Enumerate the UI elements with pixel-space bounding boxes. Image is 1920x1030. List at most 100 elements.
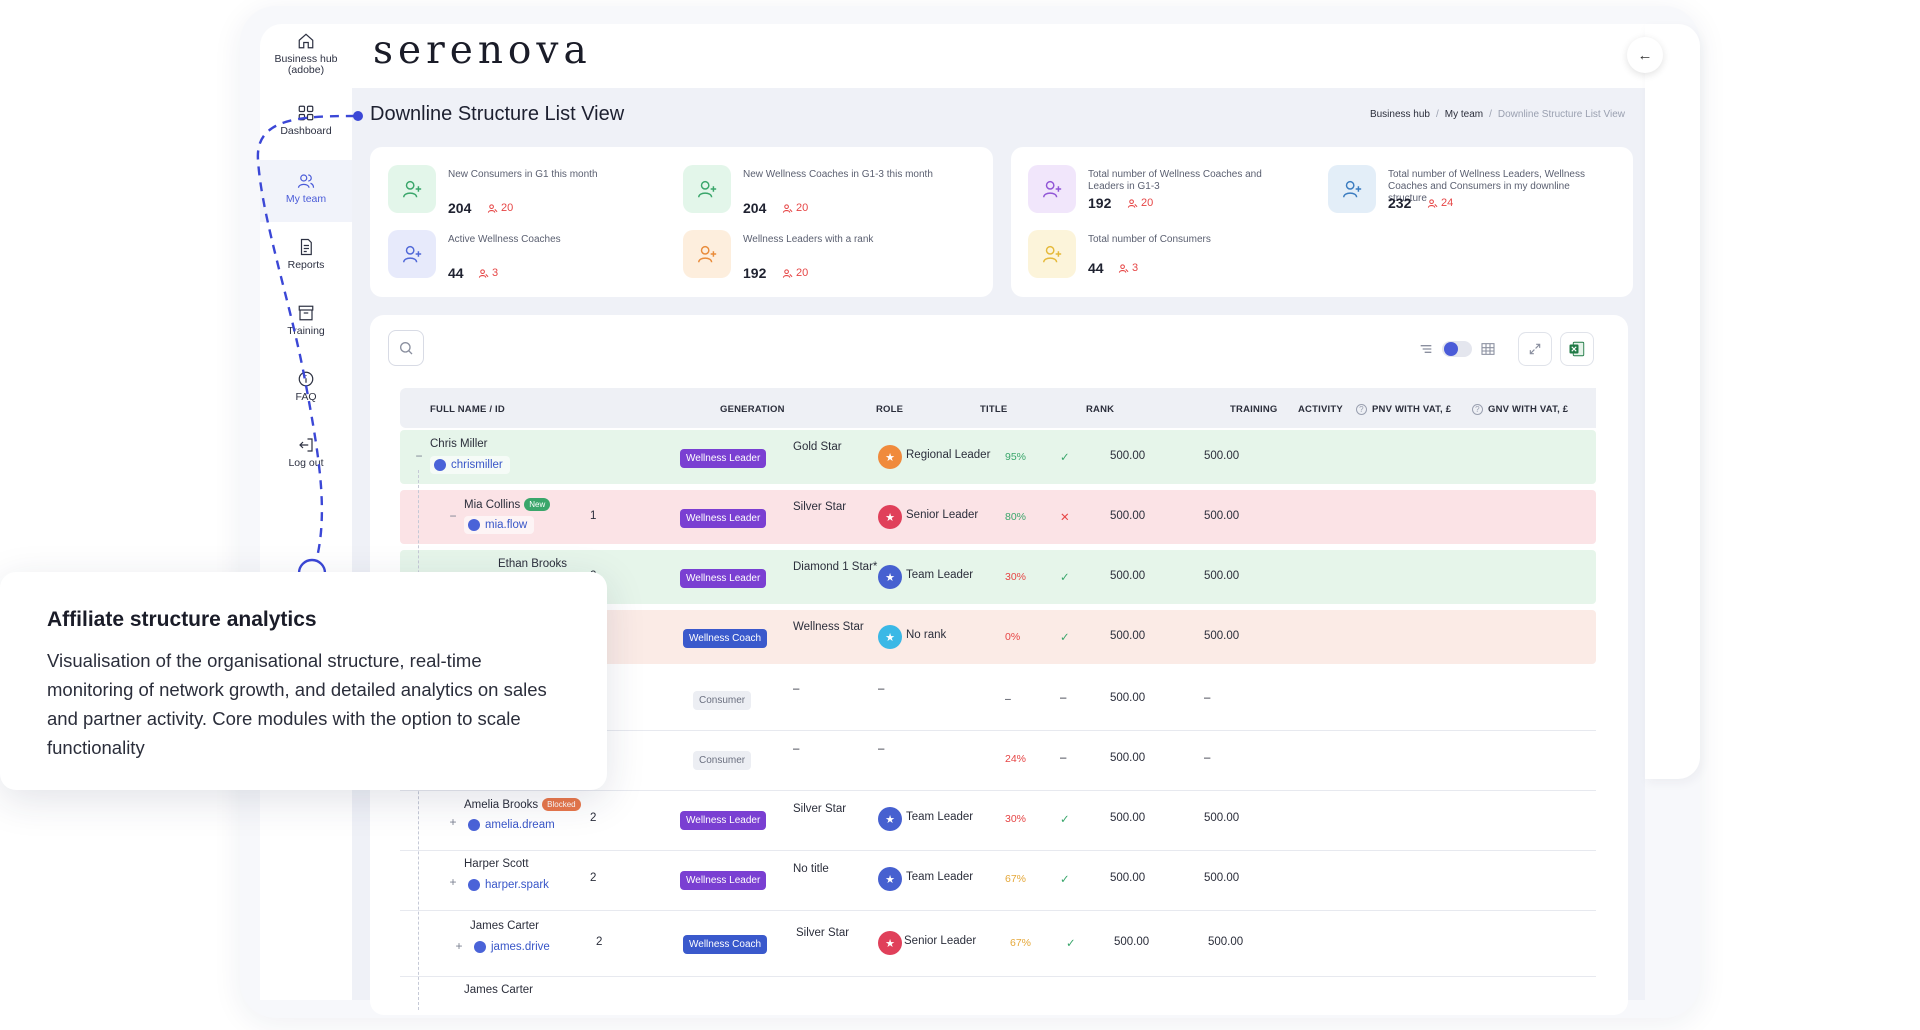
pnv-value: 500.00 [1110,872,1146,884]
role-badge: Wellness Leader [680,871,767,890]
gnv-value: 500.00 [1204,872,1240,884]
view-toggle[interactable] [1442,341,1472,357]
stat-label: New Wellness Coaches in G1-3 this month [743,169,933,180]
stat-delta-value: 20 [796,267,809,279]
table-tools [1418,332,1594,366]
generation-value: 2 [590,812,597,824]
help-icon[interactable]: ? [1356,404,1367,415]
role-badge: Consumer [693,691,752,710]
training-value: – [1005,693,1011,705]
expand-button[interactable] [1518,332,1552,366]
sidebar-item-log-out[interactable]: Log out [260,436,352,469]
member-id-link[interactable]: james.drive [470,938,557,956]
table-row[interactable]: + James Carter james.drive 2 Wellness Coach S… [400,912,1596,974]
role-badge: Wellness Leader [680,449,767,468]
table-row[interactable]: − Mia Collins New mia.flow 1 Wellness Leader S… [400,490,1596,544]
sidebar-item-reports[interactable]: Reports [260,238,352,271]
member-id-link[interactable]: mia.flow [464,516,535,534]
table-row[interactable]: − Chris Miller chrismiller Wellness Leader G… [400,430,1596,484]
help-icon[interactable]: ? [1472,404,1483,415]
list-view-icon[interactable] [1418,341,1434,357]
title-value: No title [793,863,829,875]
stat-value: 192 [743,265,767,281]
pnv-value: 500.00 [1110,450,1146,462]
rank-icon: ★ [878,565,902,589]
row-divider [400,850,1596,851]
breadcrumb-link[interactable]: Business hub [1369,109,1430,120]
title-value: Silver Star [796,927,850,939]
member-id-link[interactable]: harper.spark [464,876,556,894]
row-divider [400,976,1596,977]
collapse-icon[interactable]: − [449,509,457,523]
expand-row-icon[interactable]: + [455,939,463,953]
table-row[interactable]: + Amelia Brooks Blocked amelia.dream 2 Wellne… [400,790,1596,848]
search-button[interactable] [388,330,424,366]
expand-row-icon[interactable]: + [449,815,457,829]
stat-value: 204 [448,200,472,216]
column-header[interactable]: ACTIVITY [1298,404,1343,415]
title-value: Wellness Star [793,621,864,633]
expand-row-icon[interactable]: + [449,875,457,889]
title-value: – [793,743,800,755]
stat-value: 192 [1088,195,1112,211]
sidebar-item-dashboard[interactable]: Dashboard [260,104,352,137]
stat-delta-value: 3 [1132,262,1139,274]
user-icon [683,230,731,278]
column-header[interactable]: ? PNV WITH VAT, £ [1356,404,1451,415]
stat-value: 44 [1088,260,1104,276]
activity-status-icon: ✓ [1066,938,1076,950]
column-header[interactable]: ROLE [876,404,904,415]
breadcrumb-link[interactable]: My team [1444,109,1484,120]
member-id-link[interactable]: amelia.dream [464,816,562,834]
sidebar-item-label: My team [285,193,327,205]
rank-value: Senior Leader [904,935,977,947]
rank-value: – [878,743,885,755]
column-header[interactable]: TITLE [980,404,1008,415]
sidebar-item-training[interactable]: Training [260,304,352,337]
collapse-icon[interactable]: − [415,449,423,463]
rank-icon: ★ [878,807,902,831]
rank-value: Team Leader [906,811,974,823]
archive-icon [298,305,314,321]
export-excel-button[interactable] [1560,332,1594,366]
pnv-value: 500.00 [1110,692,1146,704]
column-header[interactable]: TRAINING [1230,404,1278,415]
column-header[interactable]: FULL NAME / ID [430,404,505,415]
stat-delta: 20 [1127,197,1153,209]
sidebar-item-business-hub[interactable]: Business hub (adobe) [260,32,352,76]
table-view-icon[interactable] [1480,341,1496,357]
sidebar-item-my-team[interactable]: My team [260,160,352,222]
rank-icon: ★ [878,505,902,529]
feature-card [0,572,607,790]
stat-label: Wellness Leaders with a rank [743,234,874,245]
breadcrumb: Business hub / My team / Downline Structure … [1369,109,1625,120]
column-header-label: GNV WITH VAT, £ [1488,404,1569,415]
user-avatar-icon [468,879,480,891]
user-avatar-icon [434,459,446,471]
rank-value: No rank [906,629,947,641]
column-header[interactable]: GENERATION [720,404,785,415]
collapse-button[interactable]: ← [1627,37,1663,73]
stat-delta: 20 [782,202,808,214]
generation-value: 1 [590,510,597,522]
training-value: 30% [1005,571,1027,583]
stats-card-right [1011,147,1633,297]
sidebar-item-label: Log out [288,457,324,469]
sidebar-item-label: Training [287,325,325,337]
table-row[interactable]: James Carter [400,978,1596,1018]
column-header[interactable]: RANK [1086,404,1115,415]
table-row[interactable]: + Harper Scott harper.spark 2 Wellness Leade… [400,850,1596,908]
document-icon [300,238,312,256]
row-highlight [400,490,1596,544]
sidebar-item-label: FAQ [295,391,317,403]
pnv-value: 500.00 [1110,812,1146,824]
sidebar-item-label: Dashboard [280,125,332,137]
activity-status-icon: ✓ [1060,814,1070,826]
generation-value: 2 [590,872,597,884]
column-header[interactable]: ? GNV WITH VAT, £ [1472,404,1568,415]
user-icon [683,165,731,213]
member-id-link[interactable]: chrismiller [430,456,510,474]
rank-value: Team Leader [906,569,974,581]
training-value: 30% [1005,813,1027,825]
user-icon [1028,165,1076,213]
